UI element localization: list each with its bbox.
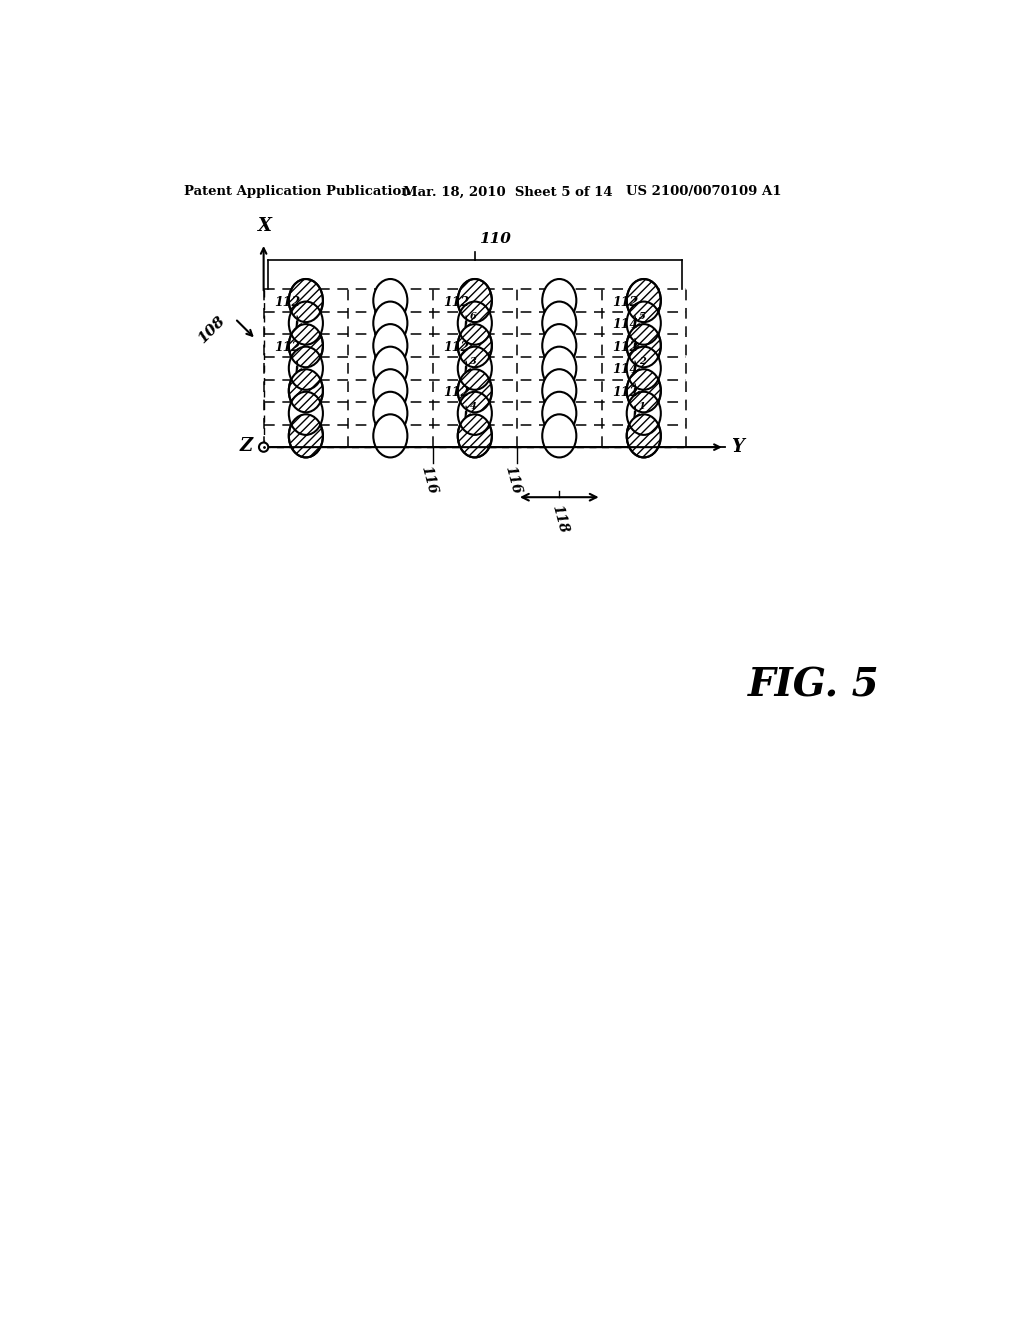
Text: 114: 114 — [612, 318, 639, 331]
Text: 112: 112 — [612, 341, 639, 354]
Ellipse shape — [374, 414, 408, 458]
Ellipse shape — [374, 392, 408, 434]
Text: 2: 2 — [639, 356, 645, 366]
Text: Y: Y — [731, 438, 743, 457]
Ellipse shape — [458, 325, 492, 367]
Text: 108: 108 — [195, 314, 227, 346]
Ellipse shape — [543, 392, 577, 434]
Ellipse shape — [374, 370, 408, 412]
Ellipse shape — [458, 301, 492, 345]
Text: 112: 112 — [443, 341, 470, 354]
Ellipse shape — [627, 347, 660, 389]
Ellipse shape — [374, 279, 408, 322]
Ellipse shape — [543, 414, 577, 458]
Ellipse shape — [289, 414, 323, 458]
Text: X: X — [258, 218, 272, 235]
Text: 112: 112 — [443, 385, 470, 399]
Ellipse shape — [289, 347, 323, 389]
Text: 116: 116 — [418, 465, 439, 495]
Ellipse shape — [458, 414, 492, 458]
Circle shape — [259, 442, 268, 451]
Ellipse shape — [458, 392, 492, 434]
Ellipse shape — [627, 279, 660, 322]
Ellipse shape — [374, 301, 408, 345]
Ellipse shape — [289, 279, 323, 322]
Text: 118: 118 — [549, 503, 569, 535]
Ellipse shape — [289, 325, 323, 367]
Ellipse shape — [543, 301, 577, 345]
Text: 6: 6 — [470, 312, 476, 321]
Text: Mar. 18, 2010  Sheet 5 of 14: Mar. 18, 2010 Sheet 5 of 14 — [403, 185, 612, 198]
Text: Z: Z — [240, 437, 253, 454]
Ellipse shape — [458, 370, 492, 412]
Ellipse shape — [458, 347, 492, 389]
Text: Patent Application Publication: Patent Application Publication — [183, 185, 411, 198]
Text: 116: 116 — [503, 465, 523, 495]
Ellipse shape — [543, 279, 577, 322]
Text: 3: 3 — [470, 356, 476, 366]
Text: 112: 112 — [443, 296, 470, 309]
Ellipse shape — [289, 370, 323, 412]
Ellipse shape — [543, 325, 577, 367]
Text: 112: 112 — [612, 296, 639, 309]
Text: 112: 112 — [274, 341, 301, 354]
Text: FIG. 5: FIG. 5 — [748, 667, 880, 705]
Ellipse shape — [289, 392, 323, 434]
Text: US 2100/0070109 A1: US 2100/0070109 A1 — [626, 185, 781, 198]
Text: 110: 110 — [478, 232, 511, 246]
Ellipse shape — [374, 347, 408, 389]
Text: 112: 112 — [274, 296, 301, 309]
Text: 5: 5 — [639, 312, 645, 321]
Text: 1: 1 — [639, 403, 645, 411]
Text: 114: 114 — [612, 363, 639, 376]
Ellipse shape — [543, 370, 577, 412]
Ellipse shape — [627, 414, 660, 458]
Ellipse shape — [627, 325, 660, 367]
Ellipse shape — [289, 301, 323, 345]
Ellipse shape — [543, 347, 577, 389]
Text: 112: 112 — [612, 385, 639, 399]
Ellipse shape — [374, 325, 408, 367]
Ellipse shape — [627, 392, 660, 434]
Ellipse shape — [627, 301, 660, 345]
Ellipse shape — [627, 370, 660, 412]
Text: 4: 4 — [470, 403, 476, 411]
Ellipse shape — [458, 279, 492, 322]
